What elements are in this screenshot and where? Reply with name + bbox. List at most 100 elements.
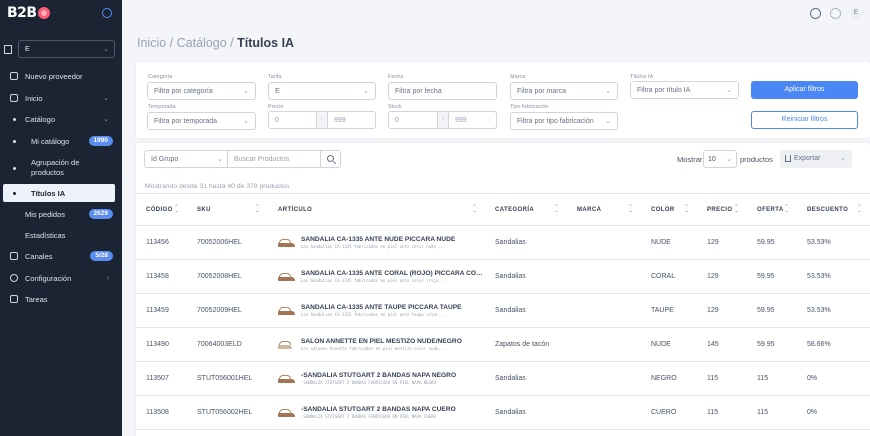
menu-label: Títulos IA [31,188,66,198]
reset-filters-button[interactable]: Reiniciar filtros [751,111,858,129]
breadcrumb-inicio[interactable]: Inicio [137,36,167,50]
column-header[interactable]: OFERTA ⌃ ⌄ [747,193,797,226]
table-row[interactable]: 113507 STUT056001HEL -SANDALIA STUTGART 2 … [136,361,870,396]
product-description: -SANDALIA STUTGART 2 BANDAS FABRICADA EN… [301,414,436,419]
column-header[interactable]: DESCUENTO ⌃ ⌄ [797,193,870,226]
column-header[interactable]: SKU ⌃ ⌄ [187,193,268,226]
table-row[interactable]: 113458 70052008HEL SANDALIA CA-1335 ANTE C… [136,259,870,294]
search-button[interactable] [321,150,341,168]
column-header[interactable]: PRECIO ⌃ ⌄ [697,193,747,226]
table-row[interactable]: 113456 70052006HEL SANDALIA CA-1335 ANTE N… [136,225,870,260]
theme-sun-icon[interactable] [830,7,841,19]
cell-precio: 129 [697,259,747,294]
cell-oferta: 59.95 [747,259,797,294]
globe-icon[interactable] [810,7,821,19]
temporada-select[interactable]: Filtra por temporada ⌄ [147,112,256,130]
apply-filters-button[interactable]: Aplicar filtros [751,81,858,99]
sidebar-toggle-icon[interactable] [102,8,112,18]
precio-min-input[interactable]: 0 [268,111,317,129]
breadcrumb: Inicio / Catálogo / Títulos IA [137,36,294,50]
bullet-icon [13,166,16,170]
logo-text: B2B [7,5,37,21]
menu-estadisticas[interactable]: Estadísticas [0,226,122,244]
menu-catalogo[interactable]: Catálogo ⌄ [0,110,122,128]
tipo-label: Tipo fabricación [510,104,549,110]
cell-marca [567,361,641,396]
categoria-select[interactable]: Filtra por categoría ⌄ [147,82,256,100]
titulos-select[interactable]: Filtra por título IA ⌄ [630,81,739,99]
menu-configuracion[interactable]: Configuración › [0,269,122,287]
column-header-label: CATEGORÍA [495,206,535,213]
sort-icon[interactable]: ⌃ ⌄ [784,204,789,214]
add-box-icon [10,72,18,80]
marca-select[interactable]: Filtra por marca ⌄ [510,82,618,100]
product-thumbnail[interactable] [278,374,295,383]
menu-inicio[interactable]: Inicio ⌄ [0,89,122,107]
menu-label: Agrupación de productos [31,158,80,177]
sort-icon[interactable]: ⌃ ⌄ [174,204,179,214]
group-select[interactable]: Id Grupo ⌄ [144,150,228,168]
precio-max-value: 999 [334,117,346,124]
menu-mi-catalogo[interactable]: Mi catálogo 1990 [0,132,122,150]
menu-agrupacion[interactable]: Agrupación de productos [0,157,122,179]
store-select[interactable]: E ⌄ [18,40,115,58]
titulos-label: Títulos IA [630,74,654,80]
logo[interactable]: B2B [7,5,50,21]
cell-codigo: 113508 [136,395,187,430]
sort-icon[interactable]: ⌃ ⌄ [628,204,633,214]
cell-categoria: Sandalias [485,259,567,294]
column-header[interactable]: COLOR ⌃ ⌄ [641,193,697,226]
product-title[interactable]: SANDALIA CA-1335 ANTE TAUPE PICCARA TAUP… [301,304,462,311]
search-input[interactable]: Buscar Productos [228,150,321,168]
product-title[interactable]: -SANDALIA STUTGART 2 BANDAS NAPA NEGRO [301,372,457,379]
tarifa-select[interactable]: E ⌄ [268,82,376,100]
column-header[interactable]: CATEGORÍA ⌃ ⌄ [485,193,567,226]
product-thumbnail[interactable] [278,272,295,281]
fecha-input[interactable]: Filtra por fecha [388,82,497,100]
product-title[interactable]: SANDALIA CA-1335 ANTE NUDE PICCARA NUDE [301,236,456,243]
column-header[interactable]: CÓDIGO ⌃ ⌄ [136,193,187,226]
titulos-value: Filtra por título IA [637,87,691,94]
page-size-select[interactable]: 10 ⌄ [703,150,737,168]
product-thumbnail[interactable] [278,306,295,315]
avatar[interactable]: E [850,7,862,19]
cell-oferta: 59.95 [747,293,797,328]
product-thumbnail[interactable] [278,238,295,247]
product-thumbnail[interactable] [278,340,295,349]
table-row[interactable]: 113508 STUT056002HEL -SANDALIA STUTGART 2 … [136,395,870,430]
range-separator: - [438,111,448,129]
sort-icon[interactable]: ⌃ ⌄ [734,204,739,214]
sort-icon[interactable]: ⌃ ⌄ [255,204,260,214]
sort-icon[interactable]: ⌃ ⌄ [472,204,477,214]
menu-titulos-ia[interactable]: Títulos IA [3,184,115,202]
count-badge: 1990 [88,136,113,146]
products-table: CÓDIGO ⌃ ⌄ SKU ⌃ ⌄ ARTÍCULO ⌃ ⌄ CATEGORÍA ⌃ ⌄ MARCA ⌃… [136,193,870,430]
stock-max-input[interactable]: 999 [448,111,497,129]
product-title[interactable]: -SANDALIA STUTGART 2 BANDAS NAPA CUERO [301,406,456,413]
bullet-icon [13,191,16,195]
column-header[interactable]: MARCA ⌃ ⌄ [567,193,641,226]
menu-canales[interactable]: Canales 5/28 [0,247,122,265]
product-thumbnail[interactable] [278,408,295,417]
column-header[interactable]: ARTÍCULO ⌃ ⌄ [268,193,485,226]
cell-oferta: 59.95 [747,327,797,362]
cell-descuento: 53.53% [797,259,870,294]
menu-mis-pedidos[interactable]: Mis pedidos 2629 [0,205,122,223]
table-row[interactable]: 113490 70064003ELD SALON ANNETTE EN PIEL M… [136,327,870,362]
breadcrumb-catalogo[interactable]: Catálogo [176,36,227,50]
tipo-select[interactable]: Filtra por tipo fabricación ⌄ [510,112,618,130]
export-button[interactable]: Exportar ⌄ [780,150,852,168]
channels-icon [10,252,18,260]
menu-label: Inicio [25,93,43,103]
product-title[interactable]: SANDALIA CA-1335 ANTE CORAL (ROJO) PICCA… [301,270,485,277]
stock-min-input[interactable]: 0 [388,111,438,129]
table-row[interactable]: 113459 70052009HEL SANDALIA CA-1335 ANTE T… [136,293,870,328]
cell-color: NEGRO [641,361,697,396]
sort-icon[interactable]: ⌃ ⌄ [554,204,559,214]
menu-tareas[interactable]: Tareas [0,290,122,308]
precio-max-input[interactable]: 999 [327,111,376,129]
sort-icon[interactable]: ⌃ ⌄ [684,204,689,214]
sort-icon[interactable]: ⌃ ⌄ [857,204,862,214]
menu-nuevo-proveedor[interactable]: Nuevo proveedor [0,67,122,85]
product-title[interactable]: SALON ANNETTE EN PIEL MESTIZO NUDE/NEGRO [301,338,462,345]
